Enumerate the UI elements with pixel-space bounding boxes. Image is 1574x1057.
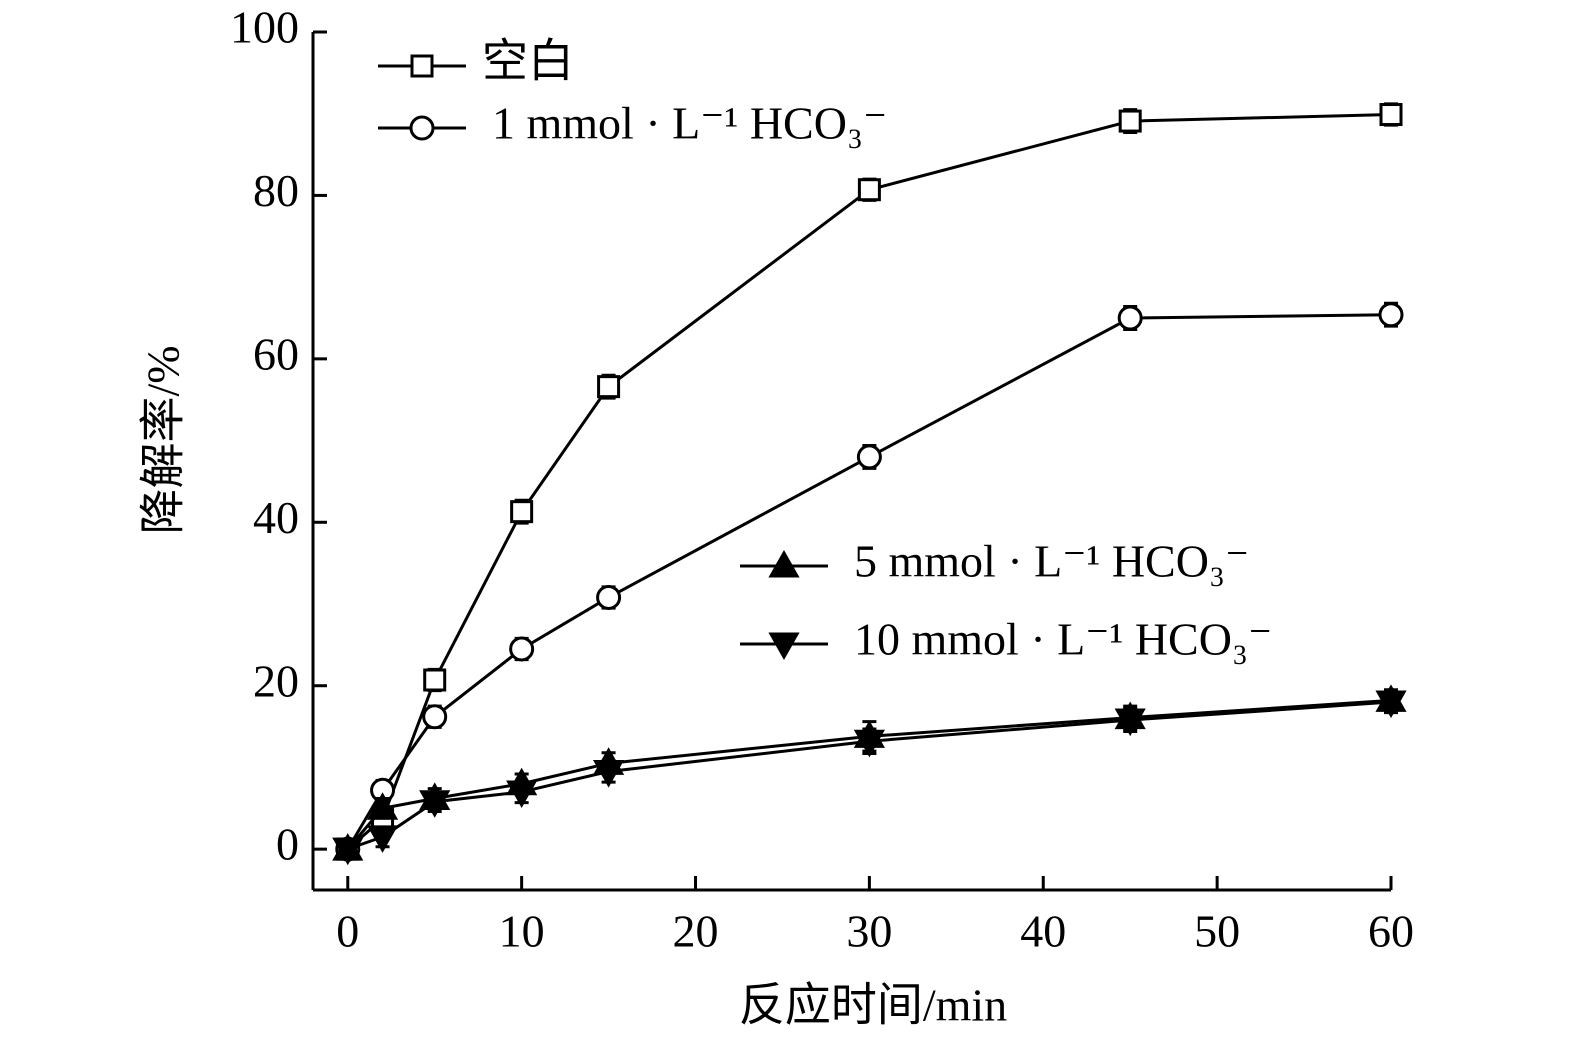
y-tick-label: 60 — [253, 328, 299, 379]
data-point — [856, 444, 882, 470]
legend-label: 空白 — [482, 36, 574, 87]
data-point — [596, 584, 622, 610]
series-line — [346, 313, 1392, 850]
y-tick-label: 100 — [230, 2, 299, 53]
x-tick-label: 10 — [499, 906, 545, 957]
legend-label: 1 mmol · L⁻¹ HCO₃⁻ — [492, 98, 887, 149]
legend-entry: 空白 — [378, 36, 574, 87]
legend-marker — [768, 632, 800, 661]
data-point — [419, 790, 451, 818]
data-point — [1375, 690, 1407, 719]
legend-marker — [768, 549, 800, 578]
data-point — [1118, 109, 1142, 133]
legend-marker — [409, 115, 435, 141]
data-point — [1378, 302, 1404, 328]
x-tick-label: 40 — [1020, 906, 1066, 957]
x-tick-label: 20 — [673, 906, 719, 957]
data-point — [593, 760, 625, 788]
legend-entry: 5 mmol · L⁻¹ HCO₃⁻ — [740, 536, 1249, 587]
series — [332, 689, 1407, 866]
data-point — [853, 729, 885, 758]
data-point — [422, 704, 448, 730]
y-tick-label: 80 — [253, 165, 299, 216]
legend-marker — [410, 54, 434, 78]
data-point — [857, 178, 881, 202]
data-point — [366, 792, 399, 820]
y-tick-label: 0 — [276, 819, 299, 870]
data-point — [509, 636, 535, 662]
x-tick-label: 60 — [1368, 906, 1414, 957]
legend-entry: 1 mmol · L⁻¹ HCO₃⁻ — [378, 98, 887, 149]
data-point — [1114, 708, 1146, 737]
legend-entry: 10 mmol · L⁻¹ HCO₃⁻ — [740, 614, 1272, 665]
data-point — [597, 375, 621, 399]
x-tick-label: 50 — [1194, 906, 1240, 957]
data-point — [1117, 305, 1143, 331]
data-point — [332, 837, 364, 866]
data-point — [423, 668, 447, 692]
y-tick-label: 40 — [253, 492, 299, 543]
y-tick-label: 20 — [253, 655, 299, 706]
legend-label: 5 mmol · L⁻¹ HCO₃⁻ — [854, 536, 1249, 587]
data-point — [1379, 103, 1403, 127]
x-tick-label: 30 — [846, 906, 892, 957]
x-axis-title: 反应时间/min — [739, 980, 1007, 1031]
y-axis-title: 降解率/% — [138, 345, 189, 534]
series-line — [346, 698, 1392, 851]
data-point — [506, 780, 538, 808]
legend-label: 10 mmol · L⁻¹ HCO₃⁻ — [854, 614, 1272, 665]
x-tick-label: 0 — [336, 906, 359, 957]
data-point — [510, 500, 534, 524]
data-point — [366, 825, 399, 853]
